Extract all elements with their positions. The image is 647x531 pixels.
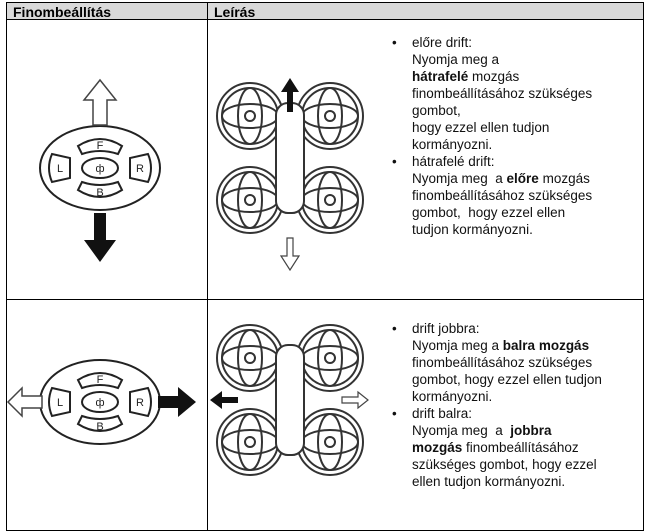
item-title: drift balra:: [412, 406, 473, 421]
text-line: Nyomja meg a jobbra: [412, 422, 602, 439]
bullet-item: • előre drift: Nyomja meg a hátrafelé mozgá…: [392, 34, 592, 153]
text: kormányozni.: [412, 389, 493, 404]
text: hogy ezzel ellen tudjon: [412, 120, 550, 135]
text-line: kormányozni.: [412, 388, 602, 405]
item-title: előre drift:: [412, 35, 473, 50]
text-line: finombeállításához szükséges: [412, 85, 592, 102]
bold-text: mozgás: [412, 440, 463, 455]
text: ellen tudjon kormányozni.: [412, 474, 566, 489]
text-line: mozgás finombeállításához: [412, 439, 602, 456]
text: finombeállításához szükséges: [412, 355, 593, 370]
item-title: drift jobbra:: [412, 321, 480, 336]
text-line: ellen tudjon kormányozni.: [412, 473, 602, 490]
text: Nyomja meg a: [412, 52, 500, 67]
bullet: •: [392, 35, 397, 50]
item-title: hátrafelé drift:: [412, 154, 495, 169]
text-line: gombot, hogy ezzel ellen: [412, 204, 592, 221]
text: szükséges gombot, hogy ezzel: [412, 457, 597, 472]
text: mozgás: [538, 171, 590, 186]
text: Nyomja meg a: [412, 423, 511, 438]
text: gombot, hogy ezzel ellen: [412, 205, 566, 220]
description: • előre drift: Nyomja meg a hátrafelé mozgá…: [392, 34, 592, 238]
bold-text: balra mozgás: [502, 338, 590, 353]
text: tudjon kormányozni.: [412, 222, 533, 237]
text-line: gombot, hogy ezzel ellen tudjon: [412, 371, 602, 388]
text-line: finombeállításához szükséges: [412, 187, 592, 204]
bold-text: hátrafelé: [412, 69, 469, 84]
text: gombot, hogy ezzel ellen tudjon: [412, 372, 602, 387]
bullet-item: • drift jobbra: Nyomja meg a balra mozgás f…: [392, 320, 602, 405]
text: mozgás: [468, 69, 520, 84]
bullet-item: • hátrafelé drift: Nyomja meg a előre mozg…: [392, 153, 592, 238]
bold-text: előre: [506, 171, 539, 186]
text: kormányozni.: [412, 137, 493, 152]
text-line: hátrafelé mozgás: [412, 68, 592, 85]
text-line: kormányozni.: [412, 136, 592, 153]
bullet: •: [392, 154, 397, 169]
text-line: szükséges gombot, hogy ezzel: [412, 456, 602, 473]
header-text: Finombeállítás: [13, 4, 112, 20]
text-line: gombot,: [412, 102, 592, 119]
text-line: Nyomja meg a előre mozgás: [412, 170, 592, 187]
bullet: •: [392, 406, 397, 421]
bullet: •: [392, 321, 397, 336]
header-text: Leírás: [214, 4, 256, 20]
bullet-item: • drift balra: Nyomja meg a jobbra mozgás f…: [392, 405, 602, 490]
bold-text: jobbra: [510, 423, 552, 438]
text-line: Nyomja meg a balra mozgás: [412, 337, 602, 354]
text-line: finombeállításához szükséges: [412, 354, 602, 371]
text-line: tudjon kormányozni.: [412, 221, 592, 238]
text: Nyomja meg a: [412, 338, 503, 353]
text: finombeállításához szükséges: [412, 86, 593, 101]
text: finombeállításához szükséges: [412, 188, 593, 203]
text-line: hogy ezzel ellen tudjon: [412, 119, 592, 136]
text: gombot,: [412, 103, 461, 118]
text-line: Nyomja meg a: [412, 51, 592, 68]
text: finombeállításához: [462, 440, 579, 455]
text: Nyomja meg a: [412, 171, 507, 186]
description: • drift jobbra: Nyomja meg a balra mozgás f…: [392, 320, 602, 490]
